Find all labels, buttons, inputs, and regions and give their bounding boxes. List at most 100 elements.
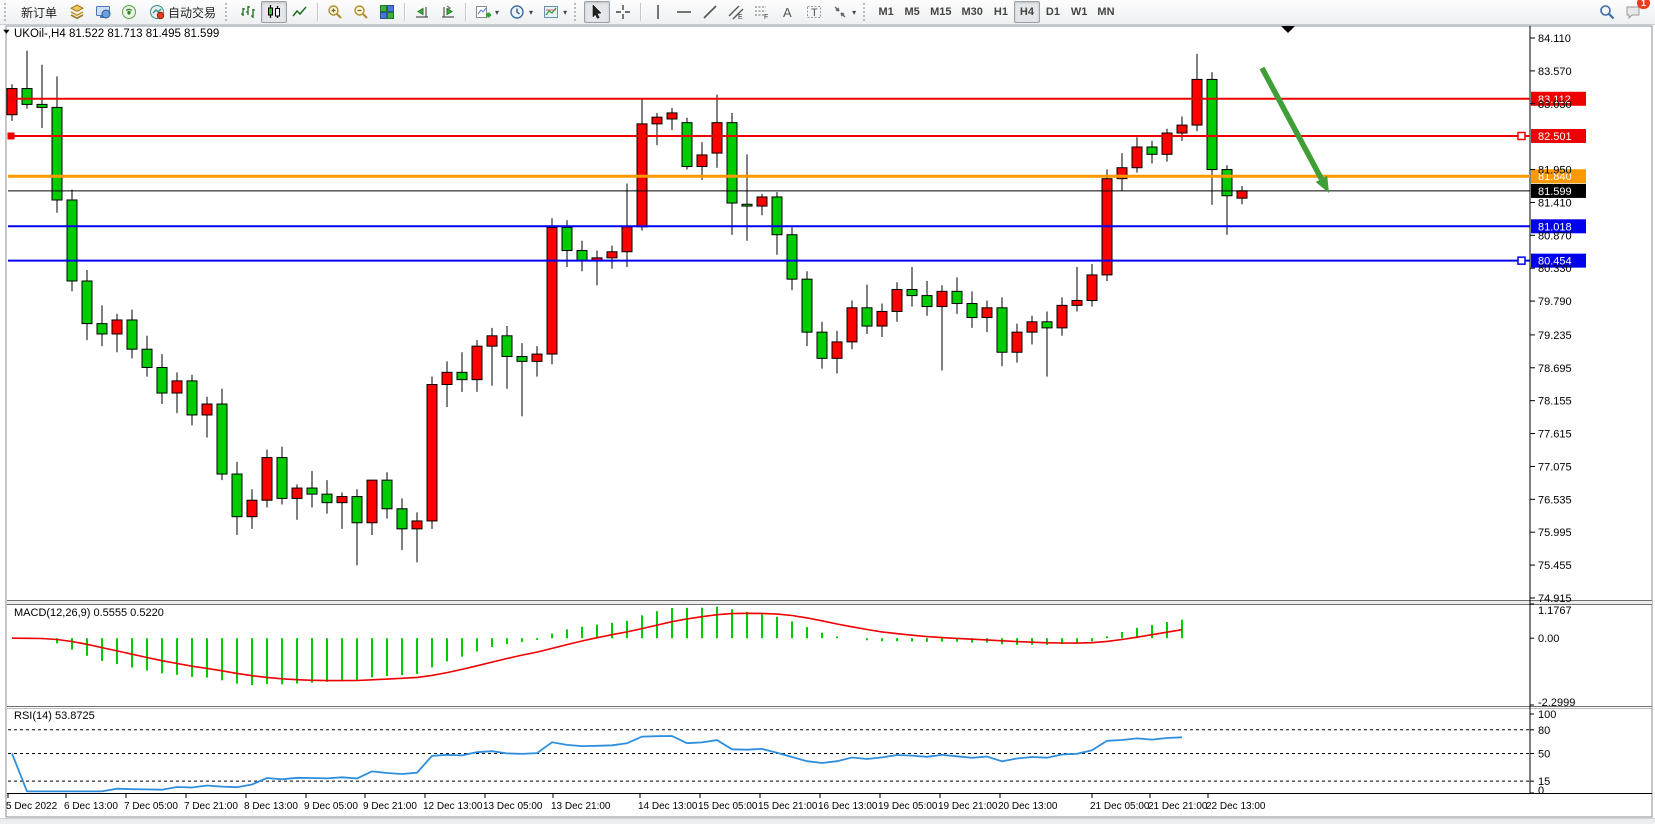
new-order-button[interactable]: 新订单 [14, 1, 64, 23]
current-price-label [1531, 183, 1586, 198]
crosshair-tool-button[interactable] [610, 1, 636, 23]
timeframe-m5-button[interactable]: M5 [904, 6, 920, 18]
auto-scroll-button[interactable] [409, 1, 435, 23]
price-tick-label: 81.950 [1538, 165, 1572, 177]
candle-body [666, 112, 678, 120]
horizontal-line-tool-button[interactable] [671, 1, 697, 23]
candle-body [1146, 146, 1158, 155]
candlestick-chart-button[interactable] [261, 1, 288, 23]
market-depth-button[interactable] [64, 1, 90, 23]
time-axis[interactable]: 5 Dec 2022 6 Dec 13:00 7 Dec 05:00 7 Dec 21… [6, 793, 1266, 812]
candle-body [426, 384, 438, 522]
text-label-tool-button[interactable]: T [801, 1, 827, 23]
candle-body [471, 345, 483, 381]
annotations-layer[interactable] [1259, 66, 1329, 193]
templates-button[interactable]: ▾ [538, 1, 572, 23]
candle-body [246, 499, 258, 518]
timeframe-m1-button[interactable]: M1 [878, 6, 894, 18]
price-tick-label: 75.995 [1538, 527, 1572, 539]
timeframe-m15-button[interactable]: M15 [930, 6, 952, 18]
rsi-axis-label: 0 [1538, 785, 1544, 797]
line-handle [1517, 131, 1526, 141]
main-price-panel [3, 26, 1652, 794]
time-axis-label: 19 Dec 21:00 [938, 801, 998, 812]
candle-body [651, 116, 663, 125]
toolbar-grip[interactable] [574, 3, 581, 21]
price-tick-label: 75.455 [1538, 560, 1572, 572]
line-chart-button[interactable] [287, 1, 313, 23]
candle-body [771, 196, 783, 236]
toolbar-grip[interactable] [225, 3, 232, 21]
price-tick-label: 80.330 [1538, 263, 1572, 275]
candle-body [1206, 78, 1218, 171]
macd-axis-label: -2.2999 [1538, 697, 1575, 709]
arrows-tool-button[interactable]: ▾ [827, 1, 861, 23]
trendline-tool-button[interactable] [697, 1, 723, 23]
toolbar: 新订单 [0, 0, 1655, 25]
time-axis-label: 9 Dec 05:00 [304, 801, 358, 812]
timeframe-mn-button[interactable]: MN [1097, 6, 1115, 18]
indicators-button[interactable]: ▾ [470, 1, 504, 23]
candles-layer [6, 50, 1248, 566]
search-button[interactable] [1594, 1, 1620, 23]
rsi-panel [8, 729, 1530, 793]
template-icon [544, 6, 559, 18]
bar-chart-button[interactable] [235, 1, 261, 23]
terminal-button[interactable] [90, 1, 116, 23]
signals-button[interactable] [116, 1, 142, 23]
line-handle [1517, 256, 1526, 265]
tile-windows-button[interactable] [374, 1, 400, 23]
candle-body [906, 289, 918, 297]
candle-body [321, 493, 333, 504]
price-axis[interactable]: 84.110 83.570 83.030 81.950 81.410 80.870 80.3… [1530, 33, 1575, 797]
notifications-button[interactable]: 1 [1620, 0, 1650, 23]
price-level-label [1531, 91, 1586, 106]
chart-window[interactable]: 83.112 82.501 81.840 81.018 80.454 81.599 84.… [0, 25, 1655, 818]
channel-tool-button[interactable]: E [723, 1, 749, 23]
time-axis-label: 19 Dec 05:00 [878, 801, 938, 812]
candle-body [411, 520, 423, 530]
zoom-in-button[interactable] [322, 1, 348, 23]
toolbar-grip[interactable] [4, 3, 11, 21]
candle-body [786, 234, 798, 280]
candle-body [606, 251, 618, 259]
cursor-tool-button[interactable] [584, 1, 611, 23]
timeframe-d1-button[interactable]: D1 [1045, 6, 1060, 18]
timeframe-h1-button[interactable]: H1 [993, 6, 1008, 18]
macd-indicator-label: MACD(12,26,9) 0.5555 0.5220 [14, 607, 164, 619]
vertical-line-tool-button[interactable] [645, 1, 671, 23]
auto-scroll-icon [416, 7, 429, 18]
candle-body [846, 307, 858, 343]
candle-body [366, 479, 378, 524]
candle-body [486, 335, 498, 347]
zoom-out-button[interactable] [348, 1, 374, 23]
time-axis-label: 13 Dec 21:00 [551, 801, 611, 812]
rsi-indicator-label: RSI(14) 53.8725 [14, 710, 95, 722]
chart-shift-button[interactable] [435, 1, 461, 23]
candle-body [186, 380, 198, 416]
toolbar-separator [640, 3, 642, 21]
rsi-axis-label: 15 [1538, 776, 1550, 788]
candle-body [981, 307, 993, 319]
candle-body [1071, 299, 1083, 306]
periods-button[interactable]: ▾ [504, 1, 538, 23]
fibonacci-tool-button[interactable]: F [749, 1, 775, 23]
candle-body [756, 196, 768, 207]
candle-body [141, 348, 153, 368]
toolbar-grip[interactable] [863, 3, 870, 21]
candle-body [216, 403, 228, 475]
timeframe-h4-button[interactable]: H4 [1013, 1, 1040, 23]
macd-signal-line [11, 612, 1183, 682]
price-tick-label: 78.695 [1538, 363, 1572, 375]
chart-canvas[interactable]: 83.112 82.501 81.840 81.018 80.454 81.599 84.… [0, 25, 1655, 818]
autotrading-button[interactable]: 自动交易 [142, 1, 223, 23]
text-tool-button[interactable]: A [775, 1, 801, 23]
status-bar [0, 818, 1655, 824]
candle-body [576, 250, 588, 262]
price-level-label-text: 83.112 [1538, 94, 1571, 106]
timeframe-m30-button[interactable]: M30 [961, 6, 983, 18]
rsi-line [11, 735, 1183, 793]
timeframe-w1-button[interactable]: W1 [1070, 6, 1088, 18]
horizontal-lines-layer[interactable]: 83.112 82.501 81.840 81.018 80.454 81.599 [7, 91, 1586, 268]
time-axis-label: 5 Dec 2022 [6, 801, 58, 812]
